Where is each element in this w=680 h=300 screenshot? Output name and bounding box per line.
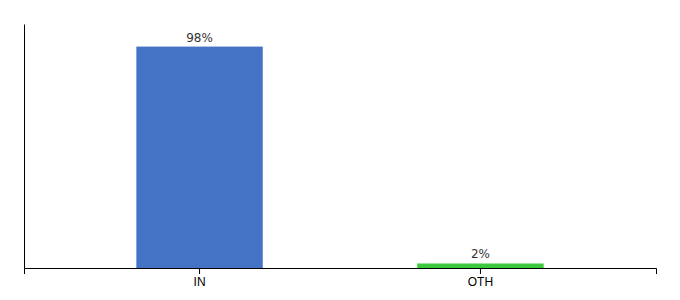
x-tick: OTH bbox=[468, 268, 493, 289]
bars bbox=[136, 47, 543, 268]
bar bbox=[417, 263, 543, 268]
bar bbox=[136, 47, 262, 268]
y-axis bbox=[24, 25, 25, 269]
chart: IN OTH 98% 2% bbox=[0, 0, 680, 300]
y-axis-line bbox=[24, 25, 25, 269]
x-axis-line bbox=[25, 269, 657, 275]
data-label: 98% bbox=[186, 31, 213, 45]
plot: IN OTH 98% 2% bbox=[25, 25, 657, 289]
data-labels: 98% 2% bbox=[186, 31, 490, 262]
x-axis: IN OTH bbox=[25, 268, 657, 289]
x-tick: IN bbox=[194, 268, 206, 289]
x-tick-mark bbox=[199, 268, 200, 274]
x-tick-mark bbox=[480, 268, 481, 274]
data-label: 2% bbox=[471, 247, 490, 261]
x-tick-label: IN bbox=[194, 275, 206, 289]
x-tick-label: OTH bbox=[468, 275, 493, 289]
